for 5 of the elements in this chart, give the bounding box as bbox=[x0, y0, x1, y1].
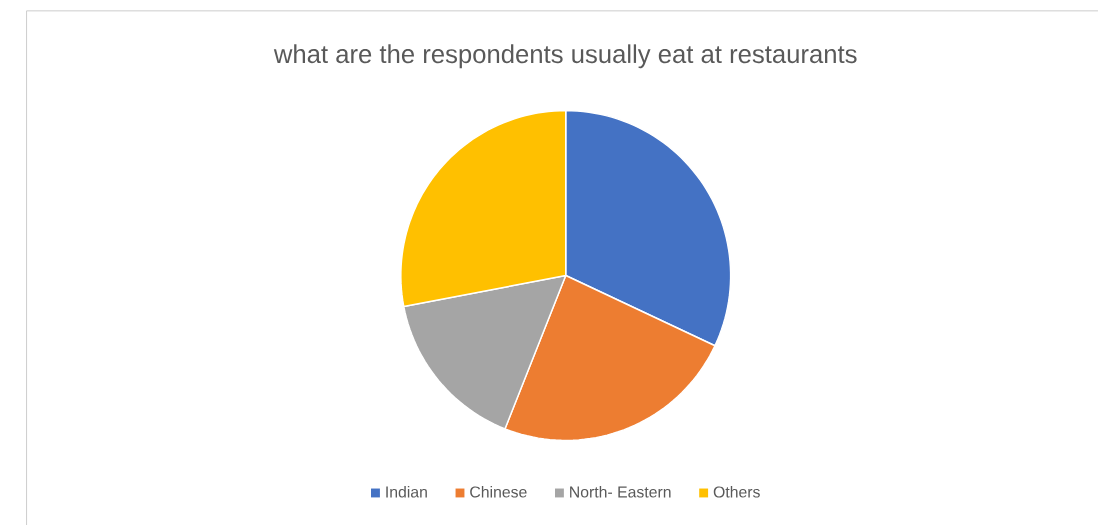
legend-label: Chinese bbox=[470, 485, 527, 498]
chart-title: what are the respondents usually eat at restaurants bbox=[273, 44, 857, 69]
legend-label: North- Eastern bbox=[570, 485, 671, 498]
legend-label: Indian bbox=[386, 485, 427, 498]
legend-label: Others bbox=[713, 485, 760, 498]
